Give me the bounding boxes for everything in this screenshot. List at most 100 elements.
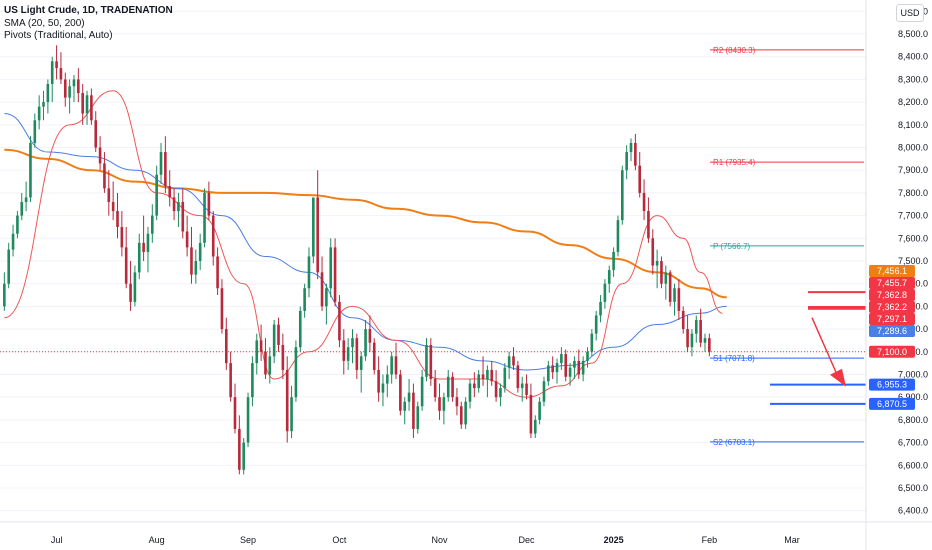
currency-button[interactable]: USD: [896, 4, 924, 22]
candle-body: [320, 272, 324, 307]
candle-body: [394, 356, 398, 375]
candle-body: [120, 226, 124, 248]
candle-body: [594, 315, 598, 334]
y-tick-label: 8,400.0: [898, 52, 928, 62]
candle-body: [203, 192, 206, 243]
candle-body: [599, 301, 602, 316]
candle-body: [116, 211, 119, 227]
pivot-label: P (7566.7): [713, 242, 751, 251]
forecast-arrow: [811, 317, 846, 387]
candle-body: [529, 394, 533, 434]
candle-body: [103, 163, 106, 189]
candle-body: [272, 324, 276, 357]
candle-body: [98, 147, 102, 164]
candle-body: [520, 383, 524, 389]
candle-body: [264, 351, 267, 375]
y-tick-label: 7,500.0: [898, 256, 928, 266]
candle-body: [81, 93, 84, 114]
y-tick-label: 6,800.0: [898, 415, 928, 425]
candle-body: [359, 356, 363, 370]
candle-body: [503, 367, 507, 389]
candle-body: [564, 354, 568, 377]
candle-body: [50, 61, 54, 84]
candle-body: [233, 397, 237, 429]
candle-body: [7, 249, 11, 284]
candle-body: [416, 406, 420, 429]
candle-body: [133, 272, 137, 302]
pivot-label: R2 (8430.3): [713, 46, 756, 55]
candle-body: [68, 86, 71, 98]
price-label-bg: [869, 345, 915, 358]
candle-body: [634, 142, 637, 166]
candle-body: [111, 201, 115, 212]
candle-body: [446, 376, 450, 398]
pivot-label: S1 (7071.8): [713, 354, 755, 363]
candle-body: [185, 231, 189, 248]
candle-body: [251, 363, 254, 398]
candle-body: [90, 95, 93, 121]
candle-body: [368, 329, 372, 343]
price-label-text: 7,455.7: [877, 278, 907, 288]
time-axis[interactable]: Jul Aug Sep Oct Nov Dec 2025 Feb Mar: [0, 521, 932, 545]
candle-body: [211, 215, 215, 257]
candle-body: [37, 106, 41, 121]
candle-body: [425, 344, 428, 377]
candle-body: [664, 272, 668, 284]
pivot-levels: R2 (8430.3) R1 (7935.4) P (7566.7) S1 (7071…: [0, 46, 866, 447]
candle-body: [660, 261, 663, 284]
price-label-text: 7,297.1: [877, 314, 907, 324]
arrow-head: [830, 368, 846, 387]
candle-body: [555, 363, 559, 373]
pivot-label: R1 (7935.4): [713, 158, 756, 167]
price-label-text: 7,456.1: [877, 266, 907, 276]
y-tick-label: 8,100.0: [898, 120, 928, 130]
y-tick-label: 6,700.0: [898, 438, 928, 448]
candle-body: [399, 374, 402, 411]
candle-body: [590, 333, 594, 352]
sma-indicator-label[interactable]: SMA (20, 50, 200): [4, 18, 85, 29]
candle-body: [386, 374, 389, 384]
candle-body: [307, 256, 311, 289]
candle-body: [94, 120, 98, 148]
candle-body: [20, 201, 24, 216]
candle-body: [216, 256, 219, 289]
candle-body: [177, 201, 180, 212]
y-tick-label: 6,600.0: [898, 460, 928, 470]
candle-body: [612, 251, 615, 271]
pivots-indicator-label[interactable]: Pivots (Traditional, Auto): [4, 30, 113, 41]
candle-body: [451, 376, 454, 398]
candle-body: [372, 342, 376, 370]
price-label-text: 6,870.5: [877, 399, 907, 409]
candle-body: [420, 376, 424, 407]
y-tick-label: 6,500.0: [898, 483, 928, 493]
candle-body: [172, 197, 176, 212]
price-label-text: 7,362.8: [877, 290, 907, 300]
grid: [0, 10, 866, 512]
y-tick-label: 8,500.0: [898, 29, 928, 39]
x-tick-label: Mar: [784, 535, 800, 545]
candle-body: [390, 356, 393, 375]
candle-body: [59, 68, 63, 80]
candle-body: [620, 170, 624, 221]
candle-body: [277, 324, 280, 345]
candle-body: [438, 397, 441, 411]
price-label-bg: [869, 378, 915, 391]
candle-body: [338, 301, 341, 341]
candle-body: [581, 360, 585, 375]
candle-body: [625, 152, 628, 171]
candle-body: [699, 320, 702, 343]
candle-body: [242, 442, 246, 470]
candle-body: [11, 233, 15, 250]
price-axis[interactable]: 8,600.08,500.08,400.08,300.08,200.08,100…: [865, 0, 928, 550]
candle-body: [46, 83, 50, 103]
candle-body: [686, 329, 689, 348]
price-label-bg: [869, 324, 915, 337]
candle-body: [486, 369, 489, 380]
candle-body: [708, 338, 711, 352]
candle-body: [538, 401, 541, 420]
candle-body: [703, 338, 707, 343]
candle-body: [290, 397, 293, 432]
candle-body: [220, 288, 224, 330]
candle-body: [351, 338, 354, 348]
